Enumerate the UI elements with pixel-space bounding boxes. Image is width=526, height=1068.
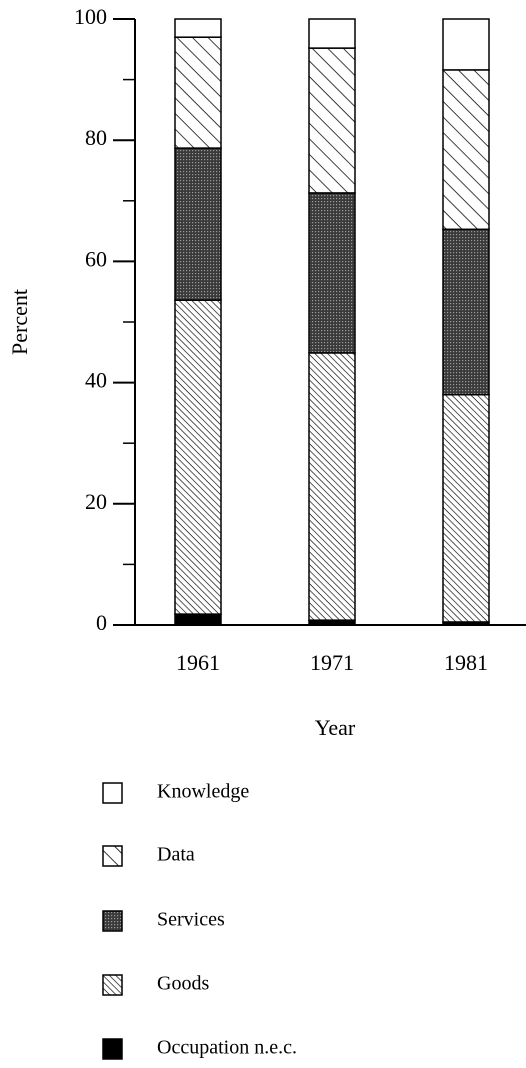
bar-segment xyxy=(308,192,356,354)
y-axis-label: Percent xyxy=(7,289,32,355)
legend-label: Occupation n.e.c. xyxy=(157,1037,297,1059)
x-tick-label: 1961 xyxy=(176,650,220,675)
y-tick-label: 80 xyxy=(85,125,107,150)
bar-segment xyxy=(308,352,356,621)
bar-segment xyxy=(174,18,222,38)
x-axis-label: Year xyxy=(315,715,356,740)
bar-segment xyxy=(174,299,222,615)
y-tick-label: 40 xyxy=(85,368,107,393)
legend-label: Services xyxy=(157,909,225,931)
bar-segment xyxy=(442,393,490,623)
legend-swatch xyxy=(102,782,123,804)
legend-swatch xyxy=(102,910,123,932)
y-tick-label: 60 xyxy=(85,246,107,271)
legend-swatch xyxy=(102,1038,123,1060)
x-tick-label: 1971 xyxy=(310,650,354,675)
bar-segment xyxy=(174,613,222,626)
legend-swatch xyxy=(102,845,123,867)
legend-swatch xyxy=(102,974,123,996)
legend-label: Knowledge xyxy=(157,781,249,803)
y-tick-label: 0 xyxy=(96,610,107,635)
bar-segment xyxy=(174,36,222,149)
bar-segment xyxy=(442,69,490,231)
bar-segment xyxy=(308,18,356,49)
bar-segment xyxy=(442,228,490,396)
legend-label: Goods xyxy=(157,973,209,995)
y-tick-label: 100 xyxy=(74,4,107,29)
bar-segment xyxy=(442,18,490,71)
bar-segment xyxy=(174,147,222,301)
y-tick-label: 20 xyxy=(85,489,107,514)
x-tick-label: 1981 xyxy=(444,650,488,675)
bar-segment xyxy=(308,47,356,194)
legend-label: Data xyxy=(157,844,195,866)
